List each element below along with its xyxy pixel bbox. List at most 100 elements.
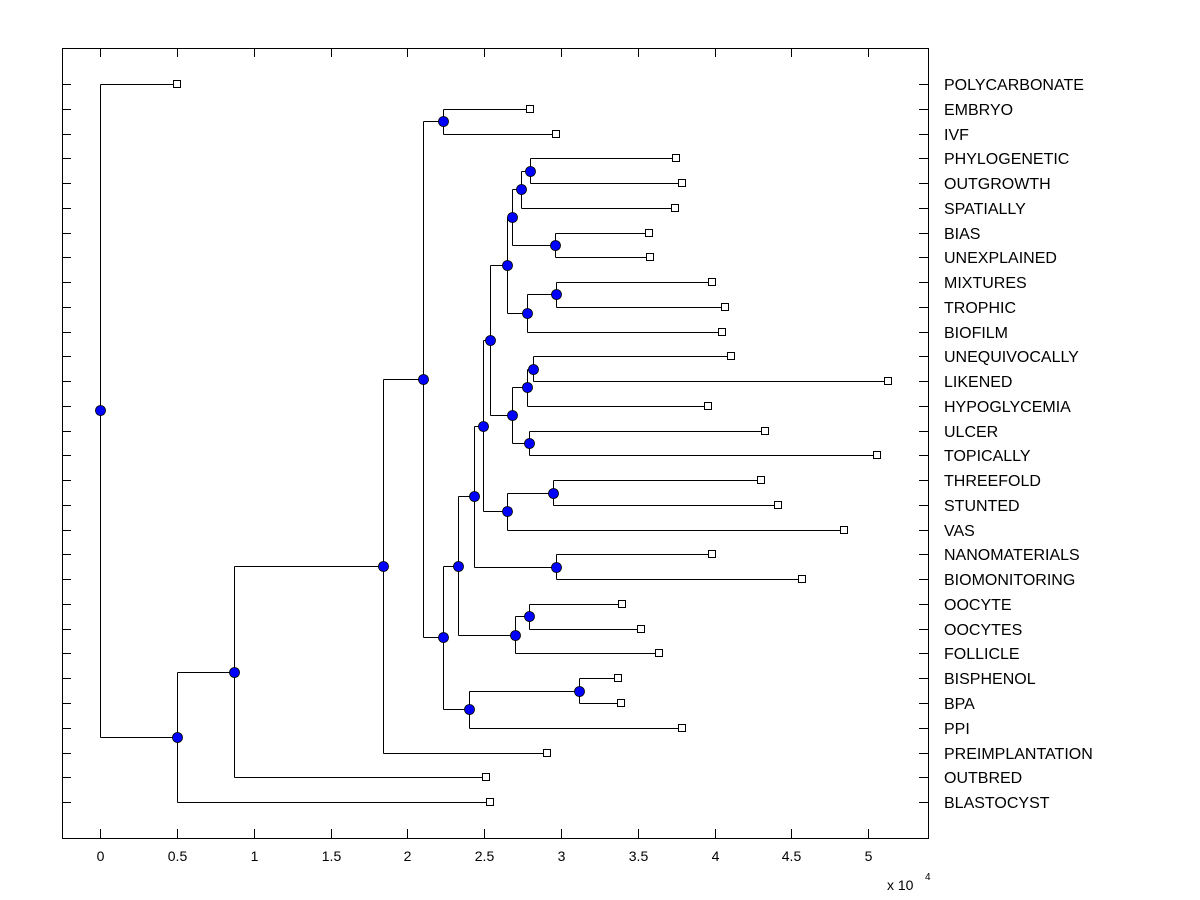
- internal-node-marker: [524, 611, 535, 622]
- x-tick-label: 0: [97, 848, 105, 864]
- dendrogram-branches: [100, 84, 889, 803]
- leaf-label: LIKENED: [944, 374, 1012, 391]
- x-tick-label: 3.5: [629, 848, 649, 864]
- internal-node-marker: [485, 335, 496, 346]
- leaf-marker: [873, 451, 881, 459]
- leaf-label: NANOMATERIALS: [944, 547, 1080, 564]
- leaf-marker: [721, 303, 729, 311]
- leaf-marker: [646, 253, 654, 261]
- leaf-marker: [840, 526, 848, 534]
- leaf-marker: [718, 328, 726, 336]
- leaf-label: BIOFILM: [944, 325, 1008, 342]
- leaf-marker: [637, 625, 645, 633]
- leaf-marker: [761, 427, 769, 435]
- internal-node-marker: [522, 308, 533, 319]
- x-tick-label: 4: [712, 848, 720, 864]
- leaf-marker: [678, 179, 686, 187]
- internal-node-marker: [507, 410, 518, 421]
- internal-node-marker: [524, 438, 535, 449]
- leaf-marker: [543, 749, 551, 757]
- internal-node-marker: [528, 364, 539, 375]
- internal-node-marker: [574, 686, 585, 697]
- leaf-label: HYPOGLYCEMIA: [944, 399, 1071, 416]
- leaf-label: BLASTOCYST: [944, 795, 1050, 812]
- leaf-label: PHYLOGENETIC: [944, 151, 1069, 168]
- leaf-label: VAS: [944, 523, 975, 540]
- leaf-marker: [727, 352, 735, 360]
- internal-node-marker: [551, 289, 562, 300]
- leaf-label: OOCYTES: [944, 622, 1022, 639]
- x-exponent-power: 4: [925, 872, 931, 883]
- leaf-marker: [173, 80, 181, 88]
- leaf-label: THREEFOLD: [944, 473, 1041, 490]
- leaf-marker: [486, 798, 494, 806]
- x-tick-label: 1.5: [322, 848, 342, 864]
- leaf-label: MIXTURES: [944, 275, 1027, 292]
- leaf-label: ULCER: [944, 424, 998, 441]
- internal-node-marker: [516, 184, 527, 195]
- leaf-marker: [482, 773, 490, 781]
- leaf-marker: [671, 204, 679, 212]
- leaf-marker: [672, 154, 680, 162]
- internal-node-marker: [229, 667, 240, 678]
- internal-node-marker: [418, 374, 429, 385]
- leaf-marker: [655, 649, 663, 657]
- y-axis-ticks: [62, 84, 928, 803]
- internal-node-marker: [550, 240, 561, 251]
- x-tick-label: 3: [558, 848, 566, 864]
- leaf-marker: [552, 130, 560, 138]
- x-tick-label: 2.5: [475, 848, 495, 864]
- leaf-label: TOPICALLY: [944, 448, 1031, 465]
- leaf-label: OUTBRED: [944, 770, 1022, 787]
- axes-frame: [62, 48, 929, 839]
- internal-node-marker: [551, 562, 562, 573]
- internal-node-marker: [522, 382, 533, 393]
- leaf-markers: [173, 80, 892, 806]
- leaf-marker: [774, 501, 782, 509]
- internal-node-marker: [478, 421, 489, 432]
- x-tick-label: 4.5: [782, 848, 802, 864]
- internal-node-marker: [469, 491, 480, 502]
- leaf-label: BIAS: [944, 226, 980, 243]
- leaf-label: BIOMONITORING: [944, 572, 1075, 589]
- x-exponent-label: x 10: [887, 877, 914, 893]
- leaf-label: STUNTED: [944, 498, 1020, 515]
- internal-node-marker: [95, 405, 106, 416]
- leaf-label: PREIMPLANTATION: [944, 746, 1093, 763]
- internal-node-marker: [548, 488, 559, 499]
- leaf-marker: [708, 550, 716, 558]
- leaf-marker: [617, 699, 625, 707]
- leaf-label: UNEQUIVOCALLY: [944, 349, 1079, 366]
- internal-node-marker: [378, 561, 389, 572]
- leaf-label: TROPHIC: [944, 300, 1016, 317]
- leaf-marker: [798, 575, 806, 583]
- internal-node-marker: [464, 704, 475, 715]
- leaf-marker: [618, 600, 626, 608]
- internal-node-marker: [172, 732, 183, 743]
- internal-node-marker: [438, 632, 449, 643]
- internal-node-marker: [453, 561, 464, 572]
- leaf-marker: [678, 724, 686, 732]
- leaf-label: OUTGROWTH: [944, 176, 1051, 193]
- leaf-labels: POLYCARBONATE EMBRYO IVF PHYLOGENETIC OUTGRO…: [944, 77, 1093, 812]
- leaf-label: OOCYTE: [944, 597, 1012, 614]
- x-axis-ticks: 0 0.5 1 1.5 2 2.5 3 3.5 4 4.5 5: [97, 48, 873, 864]
- x-tick-label: 0.5: [168, 848, 188, 864]
- leaf-marker: [757, 476, 765, 484]
- leaf-marker: [884, 377, 892, 385]
- leaf-label: UNEXPLAINED: [944, 250, 1057, 267]
- leaf-label: BPA: [944, 696, 975, 713]
- leaf-label: POLYCARBONATE: [944, 77, 1084, 94]
- leaf-label: FOLLICLE: [944, 646, 1020, 663]
- internal-node-marker: [438, 116, 449, 127]
- internal-node-marker: [525, 166, 536, 177]
- leaf-marker: [704, 402, 712, 410]
- leaf-marker: [526, 105, 534, 113]
- x-tick-label: 5: [865, 848, 873, 864]
- leaf-label: EMBRYO: [944, 102, 1013, 119]
- leaf-label: PPI: [944, 721, 970, 738]
- leaf-marker: [708, 278, 716, 286]
- leaf-marker: [645, 229, 653, 237]
- internal-node-marker: [510, 630, 521, 641]
